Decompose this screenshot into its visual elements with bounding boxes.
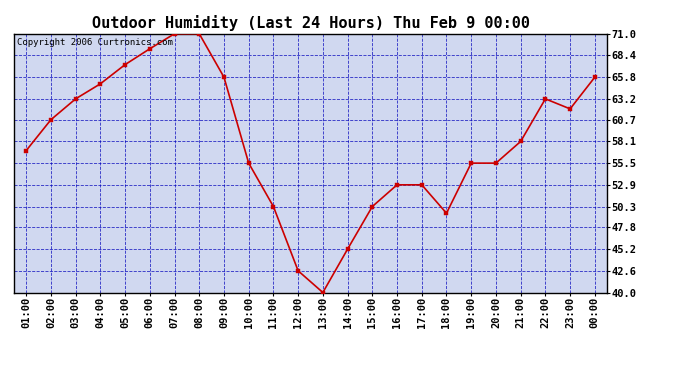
Text: Copyright 2006 Curtronics.com: Copyright 2006 Curtronics.com bbox=[17, 38, 172, 46]
Title: Outdoor Humidity (Last 24 Hours) Thu Feb 9 00:00: Outdoor Humidity (Last 24 Hours) Thu Feb… bbox=[92, 15, 529, 31]
